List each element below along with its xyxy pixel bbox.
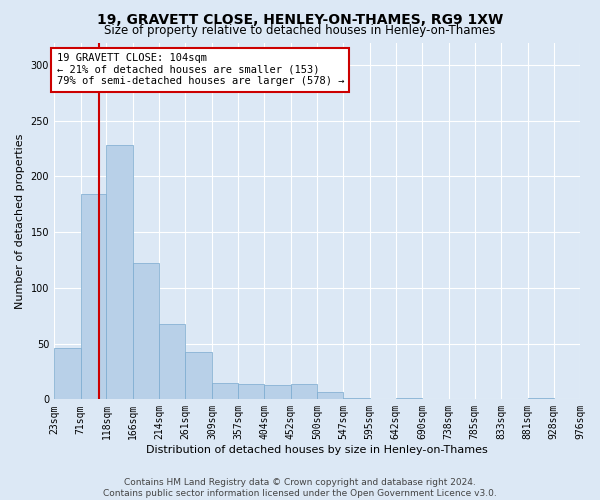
Text: 19, GRAVETT CLOSE, HENLEY-ON-THAMES, RG9 1XW: 19, GRAVETT CLOSE, HENLEY-ON-THAMES, RG9…: [97, 12, 503, 26]
Bar: [238, 384, 265, 400]
Bar: [54, 348, 80, 400]
Bar: [133, 264, 160, 400]
Bar: [160, 324, 185, 400]
X-axis label: Distribution of detached houses by size in Henley-on-Thames: Distribution of detached houses by size …: [146, 445, 488, 455]
Bar: [317, 392, 343, 400]
Text: 19 GRAVETT CLOSE: 104sqm
← 21% of detached houses are smaller (153)
79% of semi-: 19 GRAVETT CLOSE: 104sqm ← 21% of detach…: [56, 53, 344, 86]
Text: Size of property relative to detached houses in Henley-on-Thames: Size of property relative to detached ho…: [104, 24, 496, 37]
Bar: [395, 398, 422, 400]
Bar: [106, 145, 133, 400]
Bar: [527, 398, 554, 400]
Y-axis label: Number of detached properties: Number of detached properties: [15, 133, 25, 308]
Bar: [80, 194, 106, 400]
Bar: [212, 382, 238, 400]
Bar: [185, 352, 212, 400]
Bar: [291, 384, 317, 400]
Text: Contains HM Land Registry data © Crown copyright and database right 2024.
Contai: Contains HM Land Registry data © Crown c…: [103, 478, 497, 498]
Bar: [265, 385, 291, 400]
Bar: [343, 398, 370, 400]
